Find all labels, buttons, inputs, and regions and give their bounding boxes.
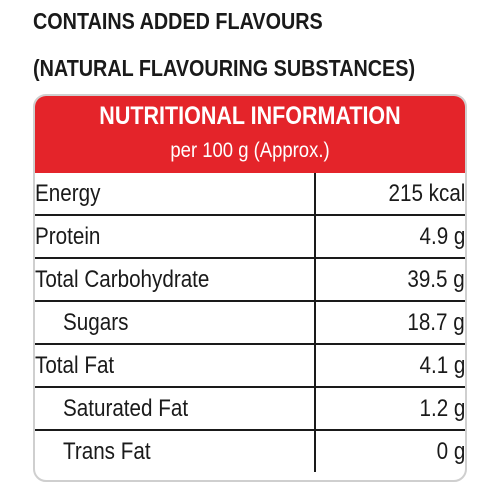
nutrition-table: Energy 215 kcal Protein 4.9 g Total Carb…: [35, 173, 465, 472]
nutrient-value: 18.7 g: [407, 308, 465, 336]
flavour-caption-line-1: CONTAINS ADDED FLAVOURS: [33, 8, 323, 34]
nutrient-name: Total Fat: [35, 351, 115, 379]
nutrient-name: Total Carbohydrate: [35, 265, 210, 293]
nutrition-panel-header: NUTRITIONAL INFORMATION per 100 g (Appro…: [35, 96, 465, 173]
nutrient-name: Sugars: [63, 308, 129, 336]
nutrient-value: 0 g: [436, 437, 465, 465]
nutrient-name: Saturated Fat: [63, 394, 189, 422]
nutrient-value: 1.2 g: [419, 394, 465, 422]
nutrient-name: Protein: [35, 222, 101, 250]
nutrient-row-trans-fat: Trans Fat 0 g: [35, 429, 465, 472]
nutrient-value: 4.9 g: [419, 222, 465, 250]
nutrient-name: Trans Fat: [63, 437, 151, 465]
nutrient-row-total-carbohydrate: Total Carbohydrate 39.5 g: [35, 257, 465, 302]
nutrient-row-total-fat: Total Fat 4.1 g: [35, 343, 465, 388]
nutrient-row-saturated-fat: Saturated Fat 1.2 g: [35, 386, 465, 431]
nutrient-row-energy: Energy 215 kcal: [35, 173, 465, 216]
nutrient-row-sugars: Sugars 18.7 g: [35, 300, 465, 345]
nutrient-value: 215 kcal: [388, 179, 465, 207]
nutrient-value: 4.1 g: [419, 351, 465, 379]
nutrition-panel: NUTRITIONAL INFORMATION per 100 g (Appro…: [33, 94, 467, 482]
nutrition-title: NUTRITIONAL INFORMATION: [99, 102, 401, 130]
nutrition-subtitle: per 100 g (Approx.): [170, 139, 330, 162]
nutrient-row-protein: Protein 4.9 g: [35, 214, 465, 259]
nutrient-value: 39.5 g: [407, 265, 465, 293]
flavour-caption-line-2: (NATURAL FLAVOURING SUBSTANCES): [33, 55, 416, 81]
nutrient-name: Energy: [35, 179, 101, 207]
